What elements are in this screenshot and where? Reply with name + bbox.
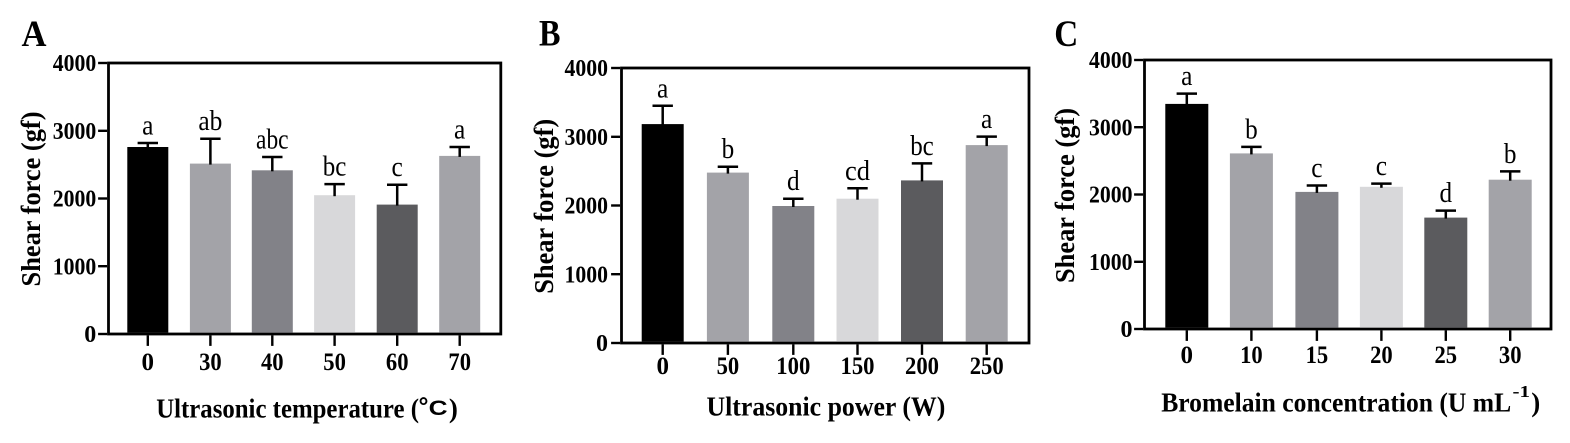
svg-text:0: 0 bbox=[596, 331, 608, 357]
svg-text:A: A bbox=[22, 14, 47, 55]
svg-text:4000: 4000 bbox=[1089, 48, 1133, 74]
svg-text:a: a bbox=[142, 111, 154, 142]
svg-text:60: 60 bbox=[386, 349, 409, 376]
svg-text:abc: abc bbox=[256, 125, 289, 156]
svg-text:40: 40 bbox=[261, 349, 284, 376]
svg-text:1000: 1000 bbox=[565, 262, 609, 288]
svg-text:30: 30 bbox=[199, 349, 222, 376]
svg-text:Shear force (gf): Shear force (gf) bbox=[529, 119, 559, 294]
svg-text:3000: 3000 bbox=[53, 119, 97, 145]
svg-text:4000: 4000 bbox=[53, 51, 97, 77]
svg-text:b: b bbox=[1504, 139, 1517, 170]
svg-text:d: d bbox=[1440, 178, 1453, 209]
svg-text:c: c bbox=[1376, 151, 1387, 182]
svg-text:Bromelain concentration (U mL: Bromelain concentration (U mL bbox=[1161, 387, 1511, 417]
svg-text:0: 0 bbox=[1181, 342, 1194, 369]
svg-text:Shear force (gf): Shear force (gf) bbox=[1050, 108, 1080, 283]
svg-text:): ) bbox=[1531, 387, 1540, 417]
svg-text:100: 100 bbox=[776, 353, 810, 380]
svg-text:2000: 2000 bbox=[1089, 183, 1133, 209]
svg-text:250: 250 bbox=[970, 353, 1004, 380]
svg-text:0: 0 bbox=[1121, 317, 1133, 343]
svg-text:Shear force (gf): Shear force (gf) bbox=[16, 112, 46, 287]
svg-text:C: C bbox=[1054, 14, 1078, 55]
svg-text:20: 20 bbox=[1370, 342, 1393, 369]
svg-text:50: 50 bbox=[323, 349, 346, 376]
svg-text:ab: ab bbox=[198, 106, 222, 137]
svg-text:3000: 3000 bbox=[1089, 115, 1133, 141]
svg-text:1000: 1000 bbox=[1089, 250, 1133, 276]
svg-text:°: ° bbox=[419, 392, 429, 420]
svg-text:bc: bc bbox=[910, 131, 934, 162]
svg-text:b: b bbox=[722, 134, 735, 165]
svg-text:Ultrasonic power (W): Ultrasonic power (W) bbox=[707, 391, 946, 421]
svg-text:30: 30 bbox=[1499, 342, 1522, 369]
svg-text:b: b bbox=[1245, 114, 1258, 145]
svg-text:1000: 1000 bbox=[53, 254, 97, 280]
svg-text:2000: 2000 bbox=[565, 194, 609, 220]
svg-text:15: 15 bbox=[1306, 342, 1329, 369]
svg-text:c: c bbox=[1311, 153, 1322, 184]
svg-text:a: a bbox=[657, 73, 669, 104]
svg-text:50: 50 bbox=[717, 353, 740, 380]
svg-text:C: C bbox=[429, 397, 448, 420]
svg-text:cd: cd bbox=[845, 156, 870, 187]
svg-text:10: 10 bbox=[1240, 342, 1263, 369]
svg-text:0: 0 bbox=[142, 349, 155, 376]
svg-text:d: d bbox=[787, 166, 800, 197]
svg-text:4000: 4000 bbox=[565, 56, 609, 82]
svg-text:25: 25 bbox=[1435, 342, 1458, 369]
svg-text:0: 0 bbox=[84, 322, 96, 348]
svg-text:a: a bbox=[454, 115, 466, 146]
svg-text:150: 150 bbox=[841, 353, 875, 380]
svg-text:c: c bbox=[392, 152, 403, 183]
svg-text:Ultrasonic temperature (: Ultrasonic temperature ( bbox=[156, 393, 419, 423]
svg-text:a: a bbox=[981, 104, 993, 135]
svg-text:bc: bc bbox=[323, 152, 347, 183]
svg-text:3000: 3000 bbox=[565, 125, 609, 151]
svg-text:70: 70 bbox=[448, 349, 471, 376]
svg-text:2000: 2000 bbox=[53, 187, 97, 213]
svg-text:): ) bbox=[449, 393, 458, 423]
svg-text:a: a bbox=[1181, 61, 1193, 92]
svg-text:200: 200 bbox=[905, 353, 939, 380]
svg-text:B: B bbox=[539, 14, 561, 55]
svg-text:-1: -1 bbox=[1513, 382, 1531, 401]
svg-text:0: 0 bbox=[656, 353, 669, 380]
